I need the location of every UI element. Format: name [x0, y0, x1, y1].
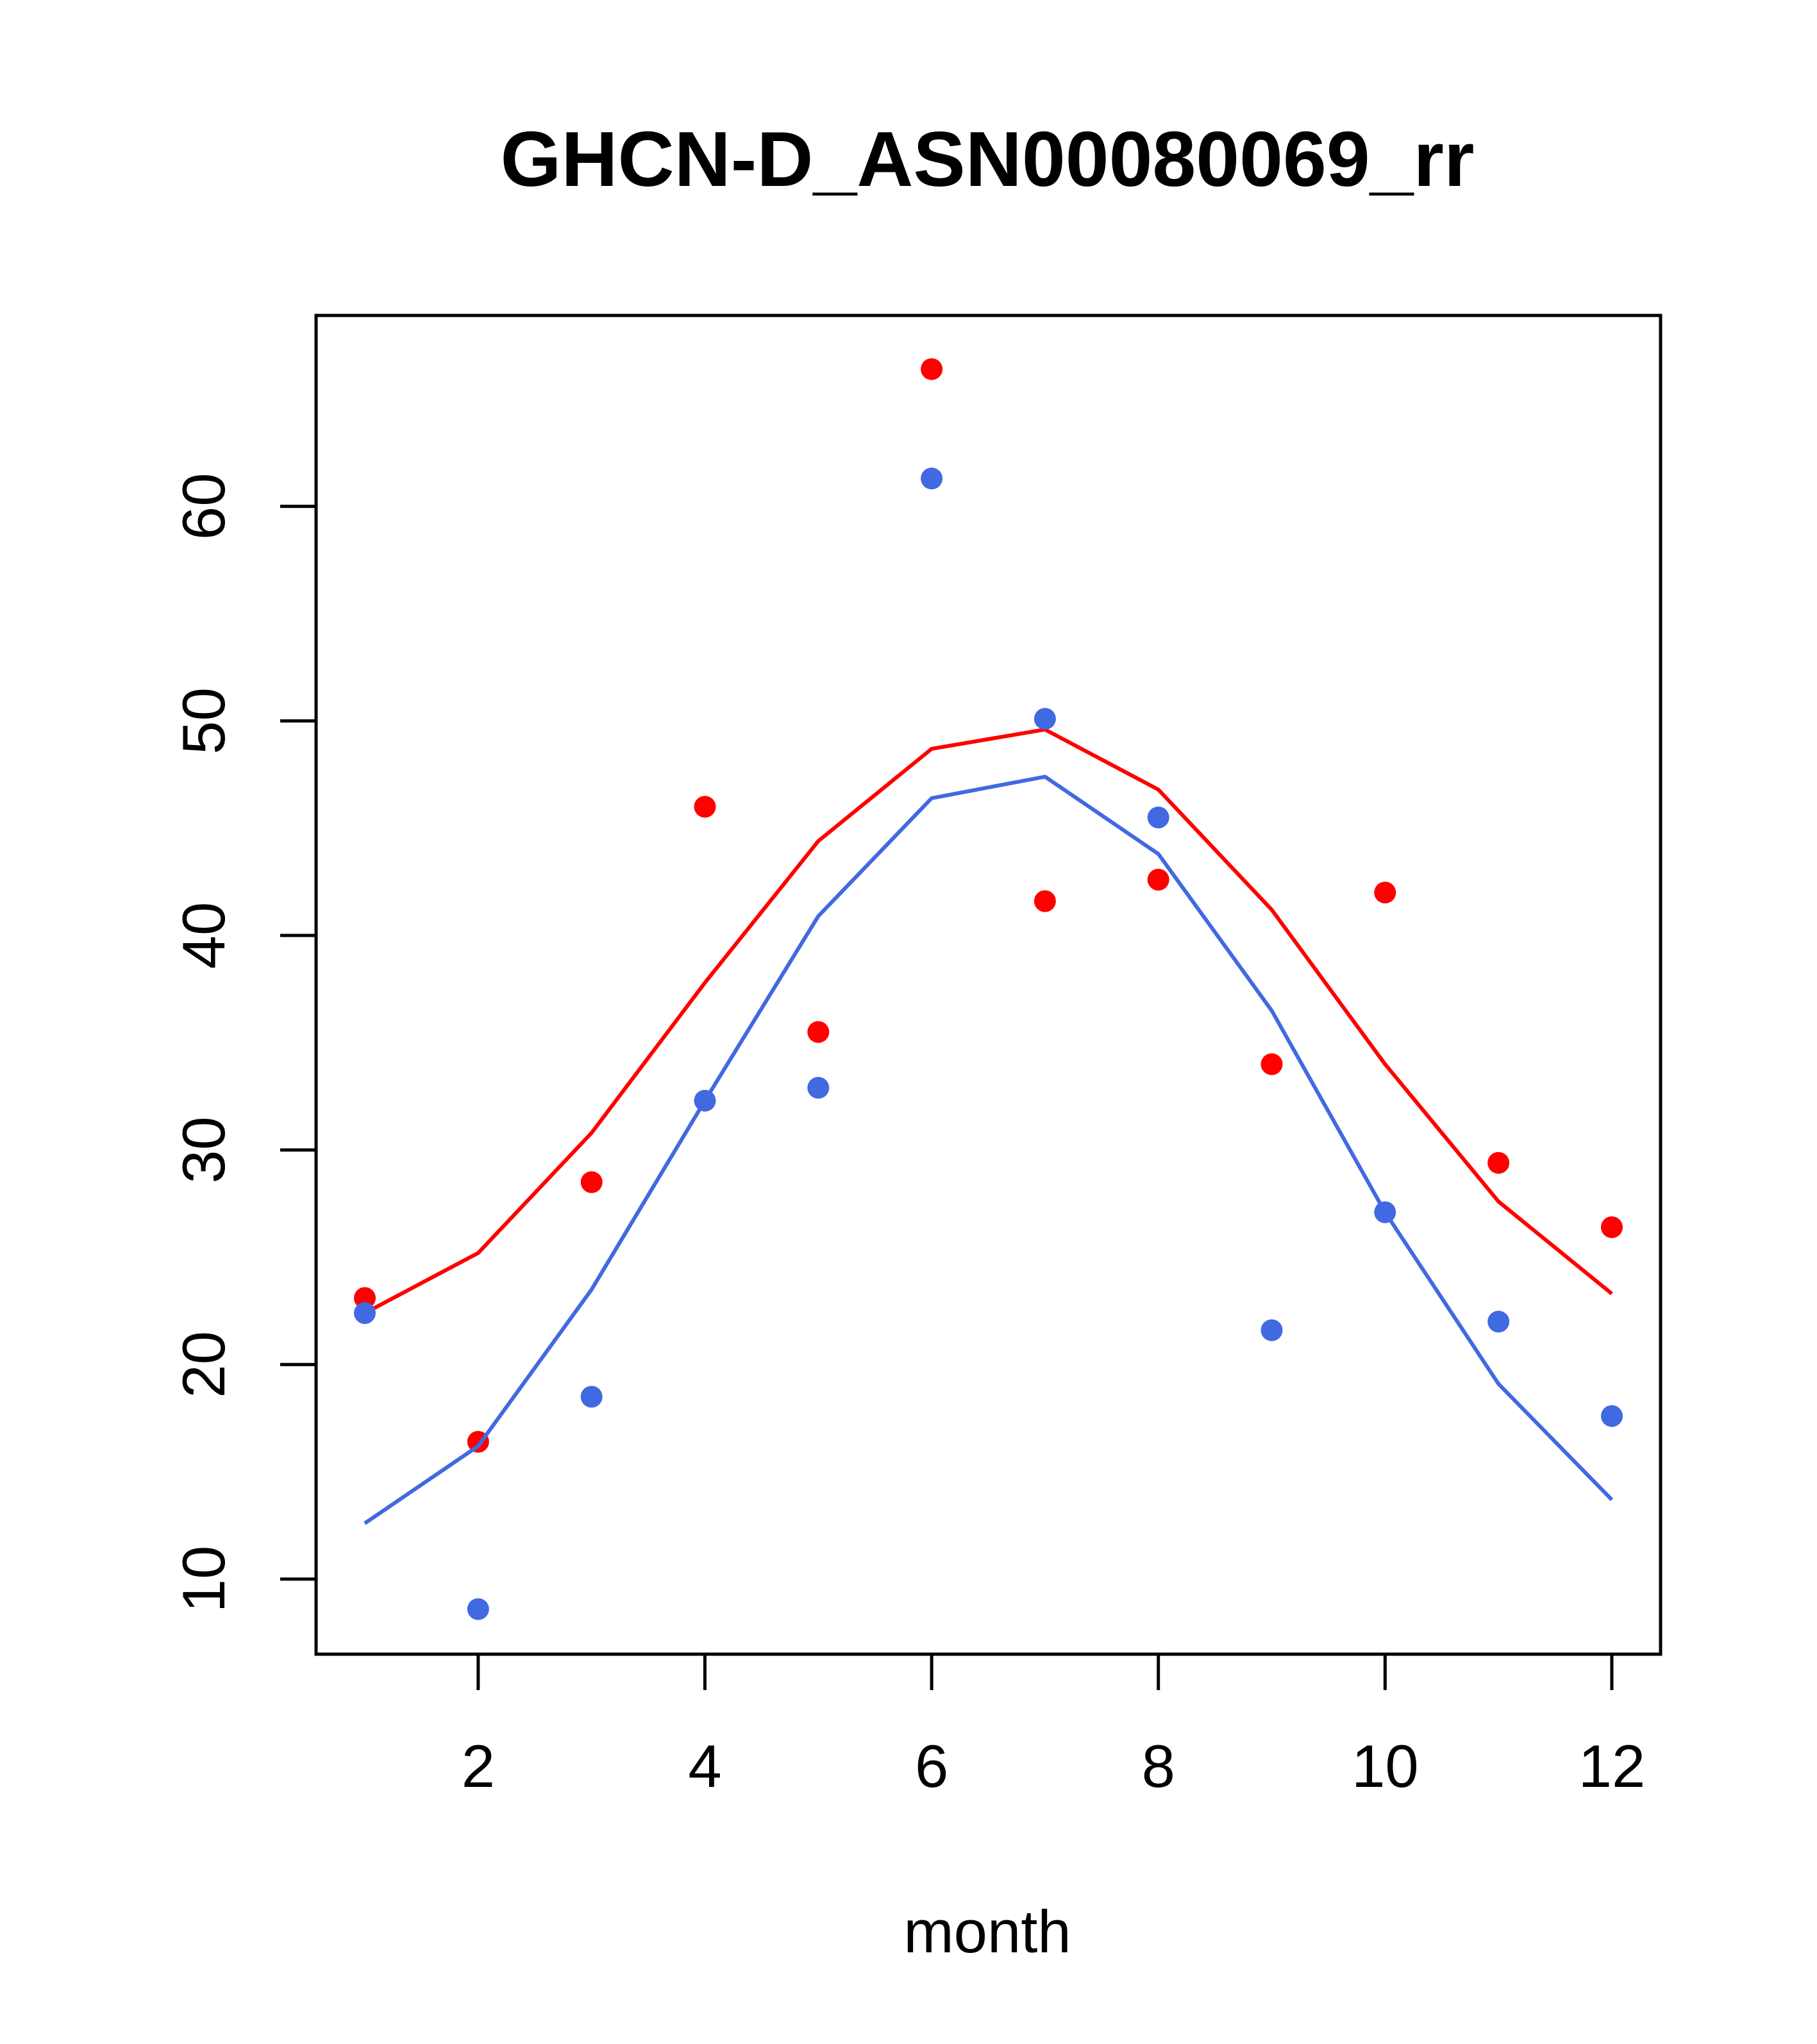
series-layer: [354, 358, 1623, 1620]
data-point: [1601, 1405, 1623, 1427]
data-point: [354, 1287, 376, 1309]
y-axis: 10 20 30 40 50 60: [170, 473, 318, 1613]
data-point: [1034, 890, 1056, 912]
data-point: [1374, 1201, 1396, 1223]
plot-frame: [314, 314, 1662, 1656]
data-point: [694, 796, 716, 818]
data-point: [580, 1171, 603, 1193]
data-point: [1034, 708, 1056, 730]
data-point: [1260, 1053, 1283, 1075]
x-tick-label: 10: [1352, 1732, 1419, 1800]
series-line: [364, 775, 1614, 1525]
y-tick-label: 60: [170, 473, 237, 540]
series-2: [354, 467, 1623, 1620]
y-tick-label: 10: [170, 1546, 237, 1613]
data-point: [921, 358, 943, 380]
data-point: [807, 1021, 830, 1043]
x-tick-label: 4: [688, 1732, 721, 1800]
series-1: [354, 358, 1623, 1453]
x-tick-label: 8: [1142, 1732, 1175, 1800]
data-point: [1147, 869, 1169, 891]
y-tick-label: 40: [170, 902, 237, 969]
data-point: [467, 1598, 489, 1620]
data-point: [807, 1076, 830, 1099]
data-point: [1374, 882, 1396, 904]
data-point: [1147, 807, 1169, 828]
data-point: [921, 467, 943, 490]
data-point: [1487, 1152, 1510, 1174]
x-tick-label: 6: [915, 1732, 948, 1800]
y-tick-label: 20: [170, 1331, 237, 1398]
data-point: [580, 1386, 603, 1408]
chart-title: GHCN-D_ASN00080069_rr: [501, 115, 1475, 203]
x-axis-title: month: [903, 1898, 1071, 1965]
series-line: [364, 727, 1613, 1315]
data-point: [354, 1302, 376, 1324]
x-tick-label: 12: [1578, 1732, 1646, 1800]
data-point: [1601, 1216, 1623, 1239]
y-tick-label: 30: [170, 1116, 237, 1184]
data-point: [1260, 1319, 1283, 1341]
y-tick-label: 50: [170, 687, 237, 755]
x-axis: 2 4 6 8 10 12: [462, 1652, 1646, 1800]
data-point: [1487, 1311, 1510, 1333]
x-tick-label: 2: [462, 1732, 495, 1800]
data-point: [694, 1089, 716, 1112]
